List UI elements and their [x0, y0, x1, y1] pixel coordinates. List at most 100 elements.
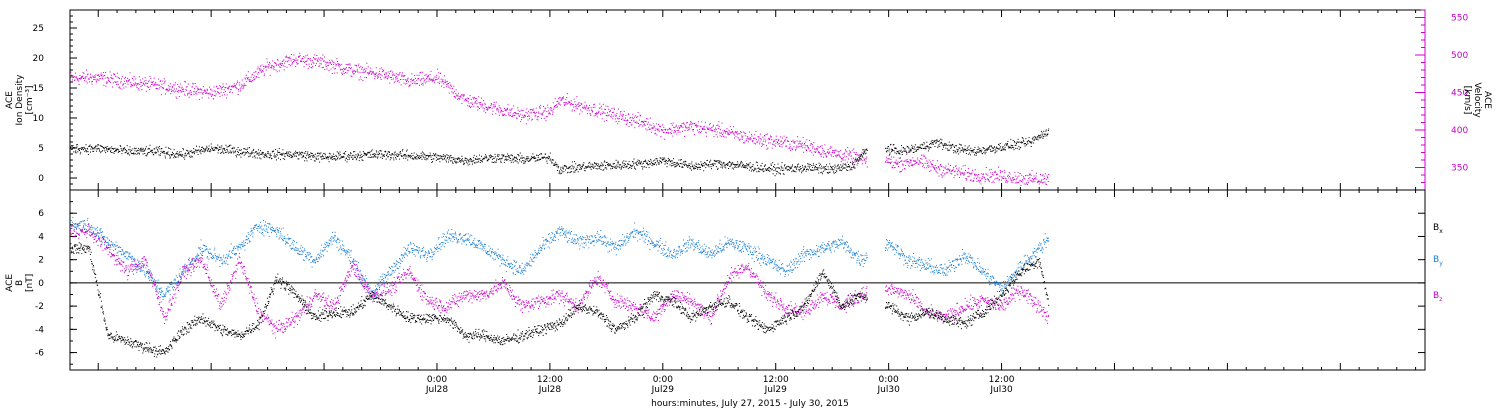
data-point — [959, 172, 961, 174]
data-point — [383, 155, 385, 157]
data-point — [670, 129, 672, 130]
data-point — [214, 91, 216, 93]
data-point — [247, 152, 249, 154]
data-point — [327, 156, 329, 157]
data-point — [297, 59, 299, 61]
data-point — [198, 88, 199, 90]
data-point — [343, 156, 345, 158]
data-point — [1007, 180, 1009, 182]
data-point — [729, 131, 731, 133]
data-point — [138, 147, 140, 149]
data-point — [479, 162, 481, 163]
data-point — [186, 86, 188, 88]
data-point — [998, 144, 1000, 146]
data-point — [556, 166, 558, 168]
data-point — [256, 68, 258, 70]
data-point — [655, 123, 657, 125]
data-point — [613, 107, 615, 109]
data-point — [262, 153, 264, 155]
data-point — [376, 151, 378, 153]
data-point — [504, 110, 506, 112]
data-point — [602, 164, 604, 166]
data-point — [978, 180, 980, 182]
data-point — [740, 161, 742, 163]
data-point — [303, 156, 305, 157]
data-point — [544, 110, 546, 112]
data-point — [119, 86, 121, 88]
data-point — [295, 155, 297, 157]
data-point — [344, 69, 346, 71]
data-point — [146, 155, 148, 157]
data-point — [947, 148, 949, 150]
data-point — [462, 94, 464, 96]
data-point — [586, 104, 588, 106]
data-point — [1009, 146, 1011, 148]
data-point — [650, 128, 652, 130]
data-point — [621, 114, 623, 116]
data-point — [460, 96, 462, 98]
data-point — [948, 169, 950, 170]
data-point — [328, 152, 330, 154]
data-point — [647, 121, 649, 123]
data-point — [540, 113, 542, 115]
data-point — [331, 155, 333, 157]
data-point — [441, 80, 443, 82]
data-point — [773, 166, 774, 168]
data-point — [521, 155, 523, 157]
data-point — [91, 83, 93, 85]
data-point — [266, 155, 268, 157]
data-point — [691, 169, 692, 171]
data-point — [159, 81, 161, 82]
data-point — [83, 149, 84, 151]
data-point — [416, 74, 418, 76]
data-point — [218, 150, 219, 152]
data-point — [895, 159, 897, 161]
data-point — [682, 167, 684, 168]
data-point — [414, 81, 416, 83]
data-point — [300, 61, 302, 63]
data-point — [840, 161, 842, 163]
data-point — [949, 165, 951, 166]
data-point — [616, 115, 617, 117]
data-point — [751, 140, 753, 142]
data-point — [705, 131, 707, 133]
data-point — [176, 97, 178, 99]
data-point — [579, 105, 581, 106]
data-point — [443, 75, 445, 77]
data-point — [257, 66, 259, 68]
data-point — [343, 67, 345, 69]
data-point — [596, 114, 598, 116]
data-point — [201, 97, 203, 99]
data-point — [399, 151, 401, 152]
data-point — [928, 148, 930, 150]
data-point — [640, 163, 641, 164]
data-point — [925, 167, 927, 169]
data-point — [373, 74, 375, 76]
data-point — [261, 71, 263, 73]
data-point — [680, 159, 681, 161]
data-point — [519, 152, 521, 154]
data-point — [794, 141, 796, 142]
data-point — [695, 166, 697, 168]
data-point — [644, 121, 646, 122]
data-point — [709, 129, 711, 131]
data-point — [130, 149, 132, 151]
data-point — [766, 169, 768, 171]
data-point — [112, 148, 113, 149]
data-point — [215, 147, 217, 149]
data-point — [337, 62, 339, 64]
data-point — [483, 110, 485, 112]
data-point — [315, 157, 317, 159]
data-point — [236, 88, 238, 89]
data-point — [535, 107, 537, 109]
data-point — [90, 76, 92, 78]
data-point — [204, 89, 206, 91]
data-point — [700, 166, 701, 168]
data-point — [525, 111, 527, 113]
data-point — [672, 135, 674, 137]
data-point — [722, 162, 724, 164]
data-point — [945, 147, 947, 149]
data-point — [698, 131, 700, 133]
data-point — [376, 72, 378, 74]
data-point — [714, 130, 716, 132]
